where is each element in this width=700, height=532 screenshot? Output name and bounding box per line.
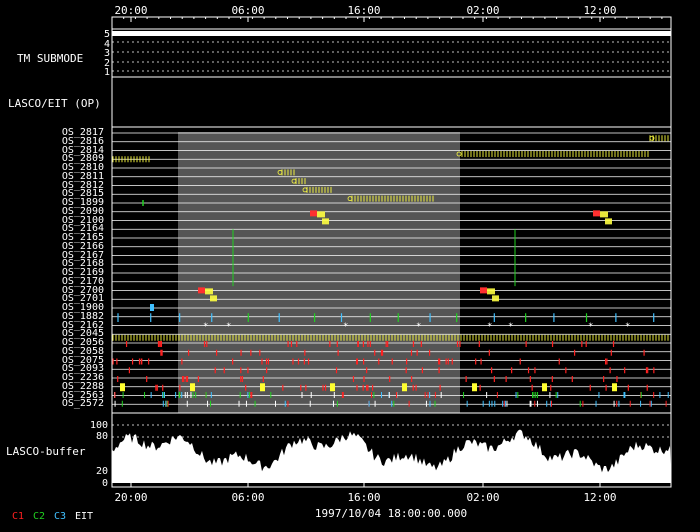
buffer-tick-0: 0 — [101, 478, 108, 489]
buffer-tick-20: 20 — [95, 466, 108, 477]
legend-c2: C2 — [33, 511, 46, 522]
os-asterisk-mark: * — [203, 322, 208, 332]
os-label: OS_2812 — [61, 179, 104, 191]
tm-level-5: 5 — [103, 29, 110, 40]
shaded-interval — [178, 132, 460, 413]
os-asterisk-mark: * — [508, 322, 513, 332]
os-yellow-block — [330, 383, 335, 392]
os-yellow-block — [260, 383, 265, 392]
tm-level-2: 2 — [103, 58, 110, 69]
os-label: OS_1882 — [61, 310, 104, 322]
os-blue-mark — [150, 304, 154, 311]
os-label: OS_2170 — [61, 275, 104, 287]
tm-submode-label: TM SUBMODE — [17, 52, 84, 65]
legend-eit: EIT — [75, 511, 94, 522]
os-yellow-block — [472, 383, 477, 392]
os-start-marker — [302, 187, 308, 193]
os-label: OS_2288 — [61, 380, 104, 392]
tm-submode-bar — [112, 31, 671, 36]
os-label: OS_2810 — [61, 162, 104, 173]
os-start-marker — [277, 169, 283, 175]
ffp-mark — [210, 295, 217, 302]
os-label: OS_2169 — [61, 267, 104, 278]
os-label: OS_2162 — [61, 319, 104, 331]
plot-frame — [111, 16, 672, 488]
tm-level-1: 1 — [103, 67, 110, 78]
ffp-mark — [317, 211, 325, 218]
os-asterisk-mark: * — [226, 322, 231, 332]
tm-level-3: 3 — [103, 48, 110, 59]
top-tick-2: 06:00 — [231, 4, 265, 17]
os-label: OS_2045 — [61, 328, 104, 340]
os-label: OS_2809 — [61, 153, 104, 165]
os-asterisk-mark: * — [343, 322, 348, 332]
os-label: OS_2056 — [61, 337, 104, 348]
top-tick-5: 12:00 — [583, 4, 617, 17]
ffp-mark — [480, 287, 487, 294]
bottom-tick-1: 20:00 — [114, 491, 148, 504]
top-tick-4: 02:00 — [466, 4, 500, 17]
os-label: OS_2075 — [61, 354, 104, 366]
os-label: OS_1899 — [61, 197, 104, 208]
os-label: OS_2572 — [61, 398, 104, 410]
ffp-mark — [600, 211, 608, 218]
os-start-marker — [347, 196, 353, 202]
os-label: OS_2058 — [61, 345, 104, 357]
legend-c3: C3 — [54, 511, 67, 522]
os-start-marker — [649, 135, 655, 141]
os-label: OS_2701 — [61, 293, 104, 305]
os-label: OS_2165 — [61, 232, 104, 243]
bottom-tick-2: 06:00 — [231, 491, 265, 504]
os-label: OS_2167 — [61, 249, 104, 261]
bottom-tick-5: 12:00 — [583, 491, 617, 504]
os-label: OS_2168 — [61, 258, 104, 270]
os-label: OS_2815 — [61, 188, 104, 200]
ffp-mark — [205, 288, 213, 295]
os-label: OS_2164 — [61, 223, 104, 235]
os-label: OS_2236 — [61, 372, 104, 383]
lasco-buffer-label: LASCO-buffer — [6, 445, 86, 458]
bottom-tick-3: 16:00 — [347, 491, 381, 504]
os-yellow-block — [402, 383, 407, 392]
os-yellow-block — [612, 383, 617, 392]
os-start-marker — [456, 151, 462, 157]
ffp-mark — [487, 288, 495, 295]
top-tick-3: 16:00 — [347, 4, 381, 17]
os-label: OS_2166 — [61, 240, 104, 252]
os-asterisk-mark: * — [416, 322, 421, 332]
lasco-eit-label: LASCO/EIT (OP) — [8, 97, 101, 110]
ffp-mark — [605, 218, 612, 225]
buffer-tick-80: 80 — [95, 431, 108, 442]
os-label: OS_2100 — [61, 214, 104, 226]
ffp-mark — [593, 210, 600, 217]
os-asterisk-mark: * — [588, 322, 593, 332]
os-asterisk-mark: * — [625, 322, 630, 332]
os-label: OS_2814 — [61, 144, 104, 156]
legend-c1: C1 — [12, 511, 25, 522]
os-yellow-block — [542, 383, 547, 392]
os-label: OS_2811 — [61, 170, 104, 182]
os-label: OS_1900 — [61, 302, 104, 313]
date-label: 1997/10/04 18:00:00.000 — [314, 507, 468, 520]
os-label: OS_2700 — [61, 284, 104, 296]
ffp-mark — [310, 210, 317, 217]
ffp-mark — [198, 287, 205, 294]
os-label: OS_2563 — [61, 389, 104, 401]
bottom-tick-4: 02:00 — [466, 491, 500, 504]
top-tick-1: 20:00 — [114, 4, 148, 17]
os-label: OS_2090 — [61, 205, 104, 217]
os-start-marker — [291, 178, 297, 184]
tm-level-4: 4 — [103, 39, 110, 50]
ffp-mark — [492, 295, 499, 302]
os-label: OS_2817 — [61, 127, 104, 138]
ffp-mark — [322, 218, 329, 225]
os-label: OS_2816 — [61, 135, 104, 147]
buffer-area — [112, 429, 671, 483]
buffer-tick-100: 100 — [89, 420, 108, 431]
os-label: OS_2093 — [61, 363, 104, 375]
os-yellow-block — [190, 383, 195, 392]
os-asterisk-mark: * — [487, 322, 492, 332]
os-yellow-block — [120, 383, 125, 392]
